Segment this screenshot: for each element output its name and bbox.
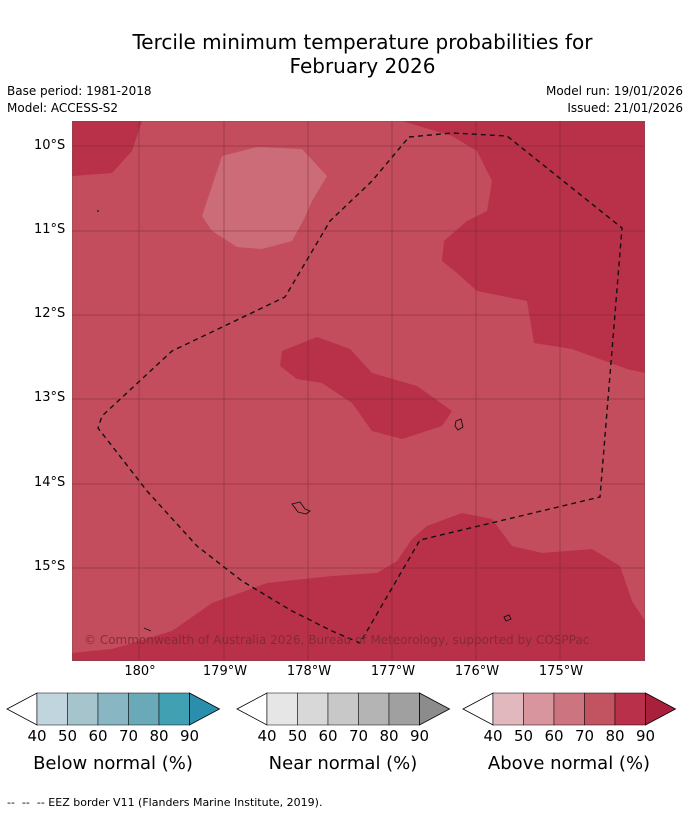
gridlines	[72, 121, 645, 661]
colorbar-high-extend	[189, 692, 221, 726]
lat-label-11s: 11°S	[34, 222, 66, 237]
model-run: Model run: 19/01/2026	[545, 84, 683, 98]
above-80-region-ne	[402, 121, 645, 373]
eez-border	[97, 132, 623, 644]
colorbar-tick-label: 80	[379, 727, 399, 745]
lat-label-15s: 15°S	[34, 559, 66, 574]
colorbar-segment	[492, 692, 524, 726]
colorbar-above-title: Above normal (%)	[487, 753, 651, 774]
model-name: Model: ACCESS-S2	[7, 101, 119, 115]
colorbar-above-normal	[462, 692, 677, 726]
island-west	[143, 627, 152, 632]
base-period: Base period: 1981-2018	[7, 84, 152, 98]
colorbar-tick-label: 70	[118, 727, 139, 745]
lon-label-178w: 178°W	[286, 664, 332, 679]
colorbar-below-title: Below normal (%)	[33, 753, 193, 774]
lon-label-179w: 179°W	[202, 664, 248, 679]
colorbar-tick-label: 50	[287, 727, 308, 745]
colorbar-tick-label: 60	[544, 727, 564, 745]
lon-label-177w: 177°W	[370, 664, 416, 679]
colorbar-tick-label: 50	[57, 727, 78, 745]
meta-right: Model run: 19/01/2026 Issued: 21/01/2026	[546, 83, 683, 117]
lat-label-13s: 13°S	[34, 390, 66, 405]
meta-left: Base period: 1981-2018 Model: ACCESS-S2	[7, 83, 152, 117]
colorbar-near-normal	[236, 692, 451, 726]
title-line-1: Tercile minimum temperature probabilitie…	[132, 30, 593, 54]
colorbar-segment	[327, 692, 359, 726]
colorbar-segment	[584, 692, 616, 726]
copyright-text: © Commonwealth of Australia 2026, Bureau…	[84, 633, 590, 647]
colorbar-below-normal	[6, 692, 221, 726]
colorbar-segment	[523, 692, 555, 726]
colorbar-low-extend	[236, 692, 268, 726]
colorbar-tick-label: 60	[318, 727, 338, 745]
colorbar-near-title: Near normal (%)	[268, 753, 418, 774]
colorbar-tick-label: 80	[605, 727, 625, 745]
island-wallis	[291, 501, 311, 515]
colorbar-tick-label: 40	[27, 727, 47, 745]
above-80-region-center	[280, 337, 452, 439]
colorbar-tick-label: 50	[513, 727, 534, 745]
title-line-2: February 2026	[289, 54, 436, 78]
colorbar-tick-label: 90	[409, 727, 430, 745]
colorbar-segment	[158, 692, 190, 726]
lon-label-176w: 176°W	[454, 664, 500, 679]
colorbar-tick-label: 70	[574, 727, 595, 745]
colorbar-tick-label: 90	[635, 727, 656, 745]
colorbar-segment	[128, 692, 160, 726]
lat-label-10s: 10°S	[34, 138, 66, 153]
colorbar-tick-label: 60	[88, 727, 108, 745]
colorbar-segment	[388, 692, 420, 726]
lon-label-180: 180°	[124, 664, 156, 679]
map-title: Tercile minimum temperature probabilitie…	[0, 30, 690, 78]
colorbar-tick-label: 80	[149, 727, 169, 745]
lat-label-12s: 12°S	[34, 306, 66, 321]
colorbar-segment	[97, 692, 129, 726]
issued-date: Issued: 21/01/2026	[567, 101, 683, 115]
lon-label-175w: 175°W	[538, 664, 584, 679]
colorbar-segment	[67, 692, 99, 726]
colorbar-tick-label: 70	[348, 727, 369, 745]
colorbar-low-extend	[462, 692, 494, 726]
colorbar-tick-label: 40	[483, 727, 503, 745]
colorbar-tick-label: 40	[257, 727, 277, 745]
colorbar-segment	[358, 692, 390, 726]
colorbar-tick-label: 90	[179, 727, 200, 745]
colorbar-segment	[266, 692, 298, 726]
above-80-region-nw	[72, 121, 142, 176]
colorbar-segment	[553, 692, 585, 726]
lat-label-14s: 14°S	[34, 475, 66, 490]
colorbar-high-extend	[419, 692, 451, 726]
colorbar-low-extend	[6, 692, 38, 726]
island-east	[454, 418, 464, 431]
island-tiny	[97, 210, 99, 212]
island-south	[503, 614, 512, 622]
probability-map	[72, 121, 645, 661]
colorbar-segment	[614, 692, 646, 726]
above-60-region	[202, 147, 327, 249]
eez-legend-note: -- -- -- EEZ border V11 (Flanders Marine…	[7, 796, 323, 809]
colorbar-high-extend	[645, 692, 677, 726]
above-80-region-south	[72, 513, 645, 661]
colorbar-segment	[36, 692, 68, 726]
colorbar-segment	[297, 692, 329, 726]
